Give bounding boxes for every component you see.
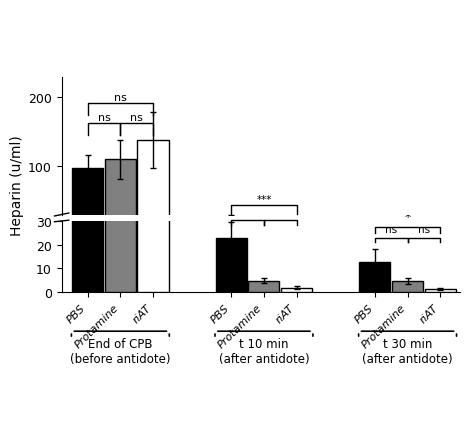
Bar xyxy=(137,0,168,292)
Bar xyxy=(105,160,136,236)
Bar xyxy=(392,232,423,236)
Bar xyxy=(281,288,312,292)
Bar xyxy=(137,141,168,236)
Text: *: * xyxy=(404,211,410,224)
Text: ns: ns xyxy=(130,113,143,123)
Bar xyxy=(72,61,103,292)
Bar xyxy=(425,289,456,292)
Text: ns: ns xyxy=(418,224,430,234)
Bar xyxy=(359,263,391,292)
Text: ***: *** xyxy=(256,194,272,204)
Text: End of CPB
(before antidote): End of CPB (before antidote) xyxy=(70,337,171,365)
Text: t 10 min
(after antidote): t 10 min (after antidote) xyxy=(219,337,309,365)
Text: Heparin (u/ml): Heparin (u/ml) xyxy=(9,135,24,235)
Bar xyxy=(392,281,423,292)
Text: ***: *** xyxy=(240,207,255,217)
Bar xyxy=(248,232,280,236)
Bar xyxy=(281,234,312,236)
Text: ns: ns xyxy=(114,92,127,102)
Text: ns: ns xyxy=(274,207,286,217)
Bar xyxy=(248,281,280,292)
Bar xyxy=(72,168,103,236)
Bar xyxy=(216,238,247,292)
Bar xyxy=(359,227,391,236)
Text: ns: ns xyxy=(385,224,397,234)
Bar xyxy=(105,32,136,292)
Bar xyxy=(425,235,456,236)
Text: t 30 min
(after antidote): t 30 min (after antidote) xyxy=(362,337,453,365)
Text: ns: ns xyxy=(98,113,110,123)
Bar xyxy=(216,220,247,236)
